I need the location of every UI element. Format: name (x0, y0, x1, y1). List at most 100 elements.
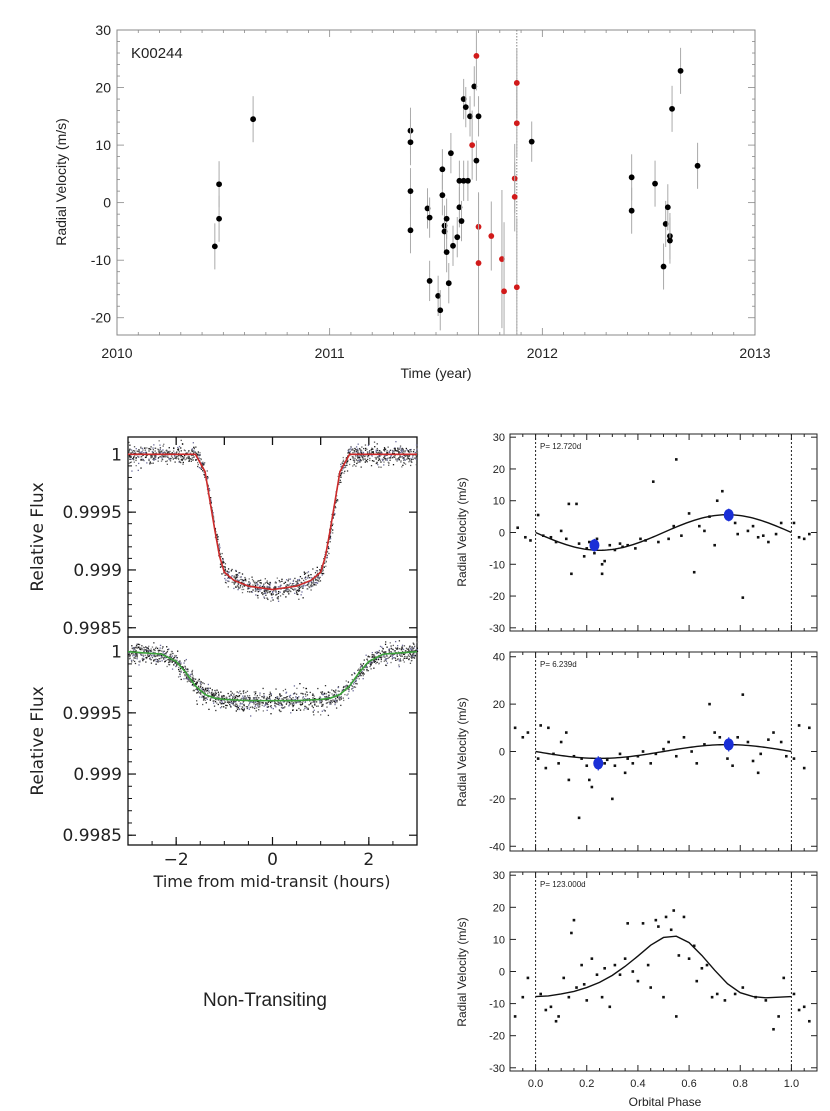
flux-point (237, 707, 240, 709)
flux-point (302, 585, 304, 588)
flux-top-frame (127, 436, 418, 638)
flux-point (384, 448, 386, 450)
flux-point (132, 659, 134, 661)
flux-point (174, 461, 176, 463)
flux-point (141, 645, 143, 647)
flux-point (178, 454, 180, 457)
flux-point (249, 706, 251, 709)
flux-point (238, 692, 240, 694)
flux-point (253, 701, 255, 703)
flux-point (308, 583, 310, 585)
flux-point (187, 451, 190, 453)
flux-point (298, 586, 301, 588)
phase-point (785, 754, 788, 758)
flux-point (301, 703, 304, 706)
flux-point (263, 695, 265, 697)
flux-point (397, 458, 399, 460)
flux-point (243, 700, 245, 702)
flux-point (294, 592, 296, 595)
flux-point (254, 588, 257, 591)
flux-point (163, 443, 165, 445)
flux-point (255, 691, 257, 693)
flux-point (160, 655, 163, 657)
flux-point (259, 702, 261, 704)
flux-point (159, 447, 162, 449)
flux-point (317, 705, 319, 707)
flux-point (239, 702, 242, 704)
flux-point (159, 649, 161, 652)
flux-point (352, 687, 354, 689)
flux-point (327, 691, 330, 693)
flux-point (384, 448, 387, 450)
flux-point (173, 447, 175, 450)
flux-point (312, 693, 314, 695)
flux-point (180, 670, 182, 672)
flux-point (172, 450, 175, 452)
flux-point (304, 697, 306, 700)
flux-point (180, 450, 182, 452)
flux-point (292, 705, 294, 708)
flux-point (295, 709, 298, 711)
flux-point (275, 589, 277, 591)
flux-point (239, 705, 241, 707)
flux-point (186, 681, 189, 683)
flux-point (334, 699, 336, 701)
flux-point (138, 643, 141, 646)
flux-point (398, 459, 400, 461)
flux-point (324, 710, 326, 712)
flux-point (263, 586, 265, 588)
flux-point (162, 449, 164, 451)
phase-point (557, 762, 560, 765)
flux-point (412, 451, 415, 453)
rv-point (471, 83, 478, 90)
flux-point (155, 452, 158, 454)
flux-point (251, 576, 253, 578)
flux-point (138, 450, 140, 452)
flux-point (346, 462, 348, 464)
flux-point (412, 458, 414, 460)
phase-point (721, 489, 724, 493)
flux-point (241, 573, 244, 575)
flux-point (241, 591, 244, 594)
flux-point (413, 647, 415, 649)
flux-point (354, 451, 356, 453)
phase-xtick-label: 1.0 (784, 1078, 799, 1090)
flux-point (299, 683, 301, 685)
flux-point (388, 651, 390, 653)
flux-point (335, 707, 338, 709)
flux-point (227, 568, 230, 570)
flux-point (150, 648, 152, 650)
flux-point (371, 460, 374, 462)
phase-ytick-label: -20 (489, 794, 505, 806)
flux-point (170, 455, 173, 457)
flux-point (160, 657, 162, 660)
flux-point (287, 591, 289, 593)
flux-point (281, 578, 283, 580)
phase-point (577, 816, 581, 820)
flux-point (199, 692, 201, 694)
flux-point (293, 702, 295, 704)
flux-point (315, 582, 317, 584)
flux-point (258, 706, 261, 708)
flux-point (416, 641, 419, 643)
phase-point (623, 771, 627, 775)
flux-point (264, 589, 266, 591)
flux-point (263, 597, 266, 599)
flux-point (346, 464, 348, 466)
flux-point (194, 678, 197, 680)
flux-point (171, 655, 173, 657)
flux-point (324, 693, 326, 695)
flux-point (132, 647, 134, 650)
flux-point (396, 450, 398, 452)
flux-point (151, 451, 154, 453)
flux-point (264, 578, 266, 580)
phase-point (608, 1005, 612, 1009)
flux-point (256, 581, 258, 584)
flux-point (135, 644, 138, 647)
phase-point (623, 957, 627, 960)
flux-point (321, 700, 323, 703)
flux-point (141, 658, 144, 660)
flux-point (364, 666, 367, 668)
rv-point (475, 260, 482, 266)
flux-point (154, 454, 156, 457)
